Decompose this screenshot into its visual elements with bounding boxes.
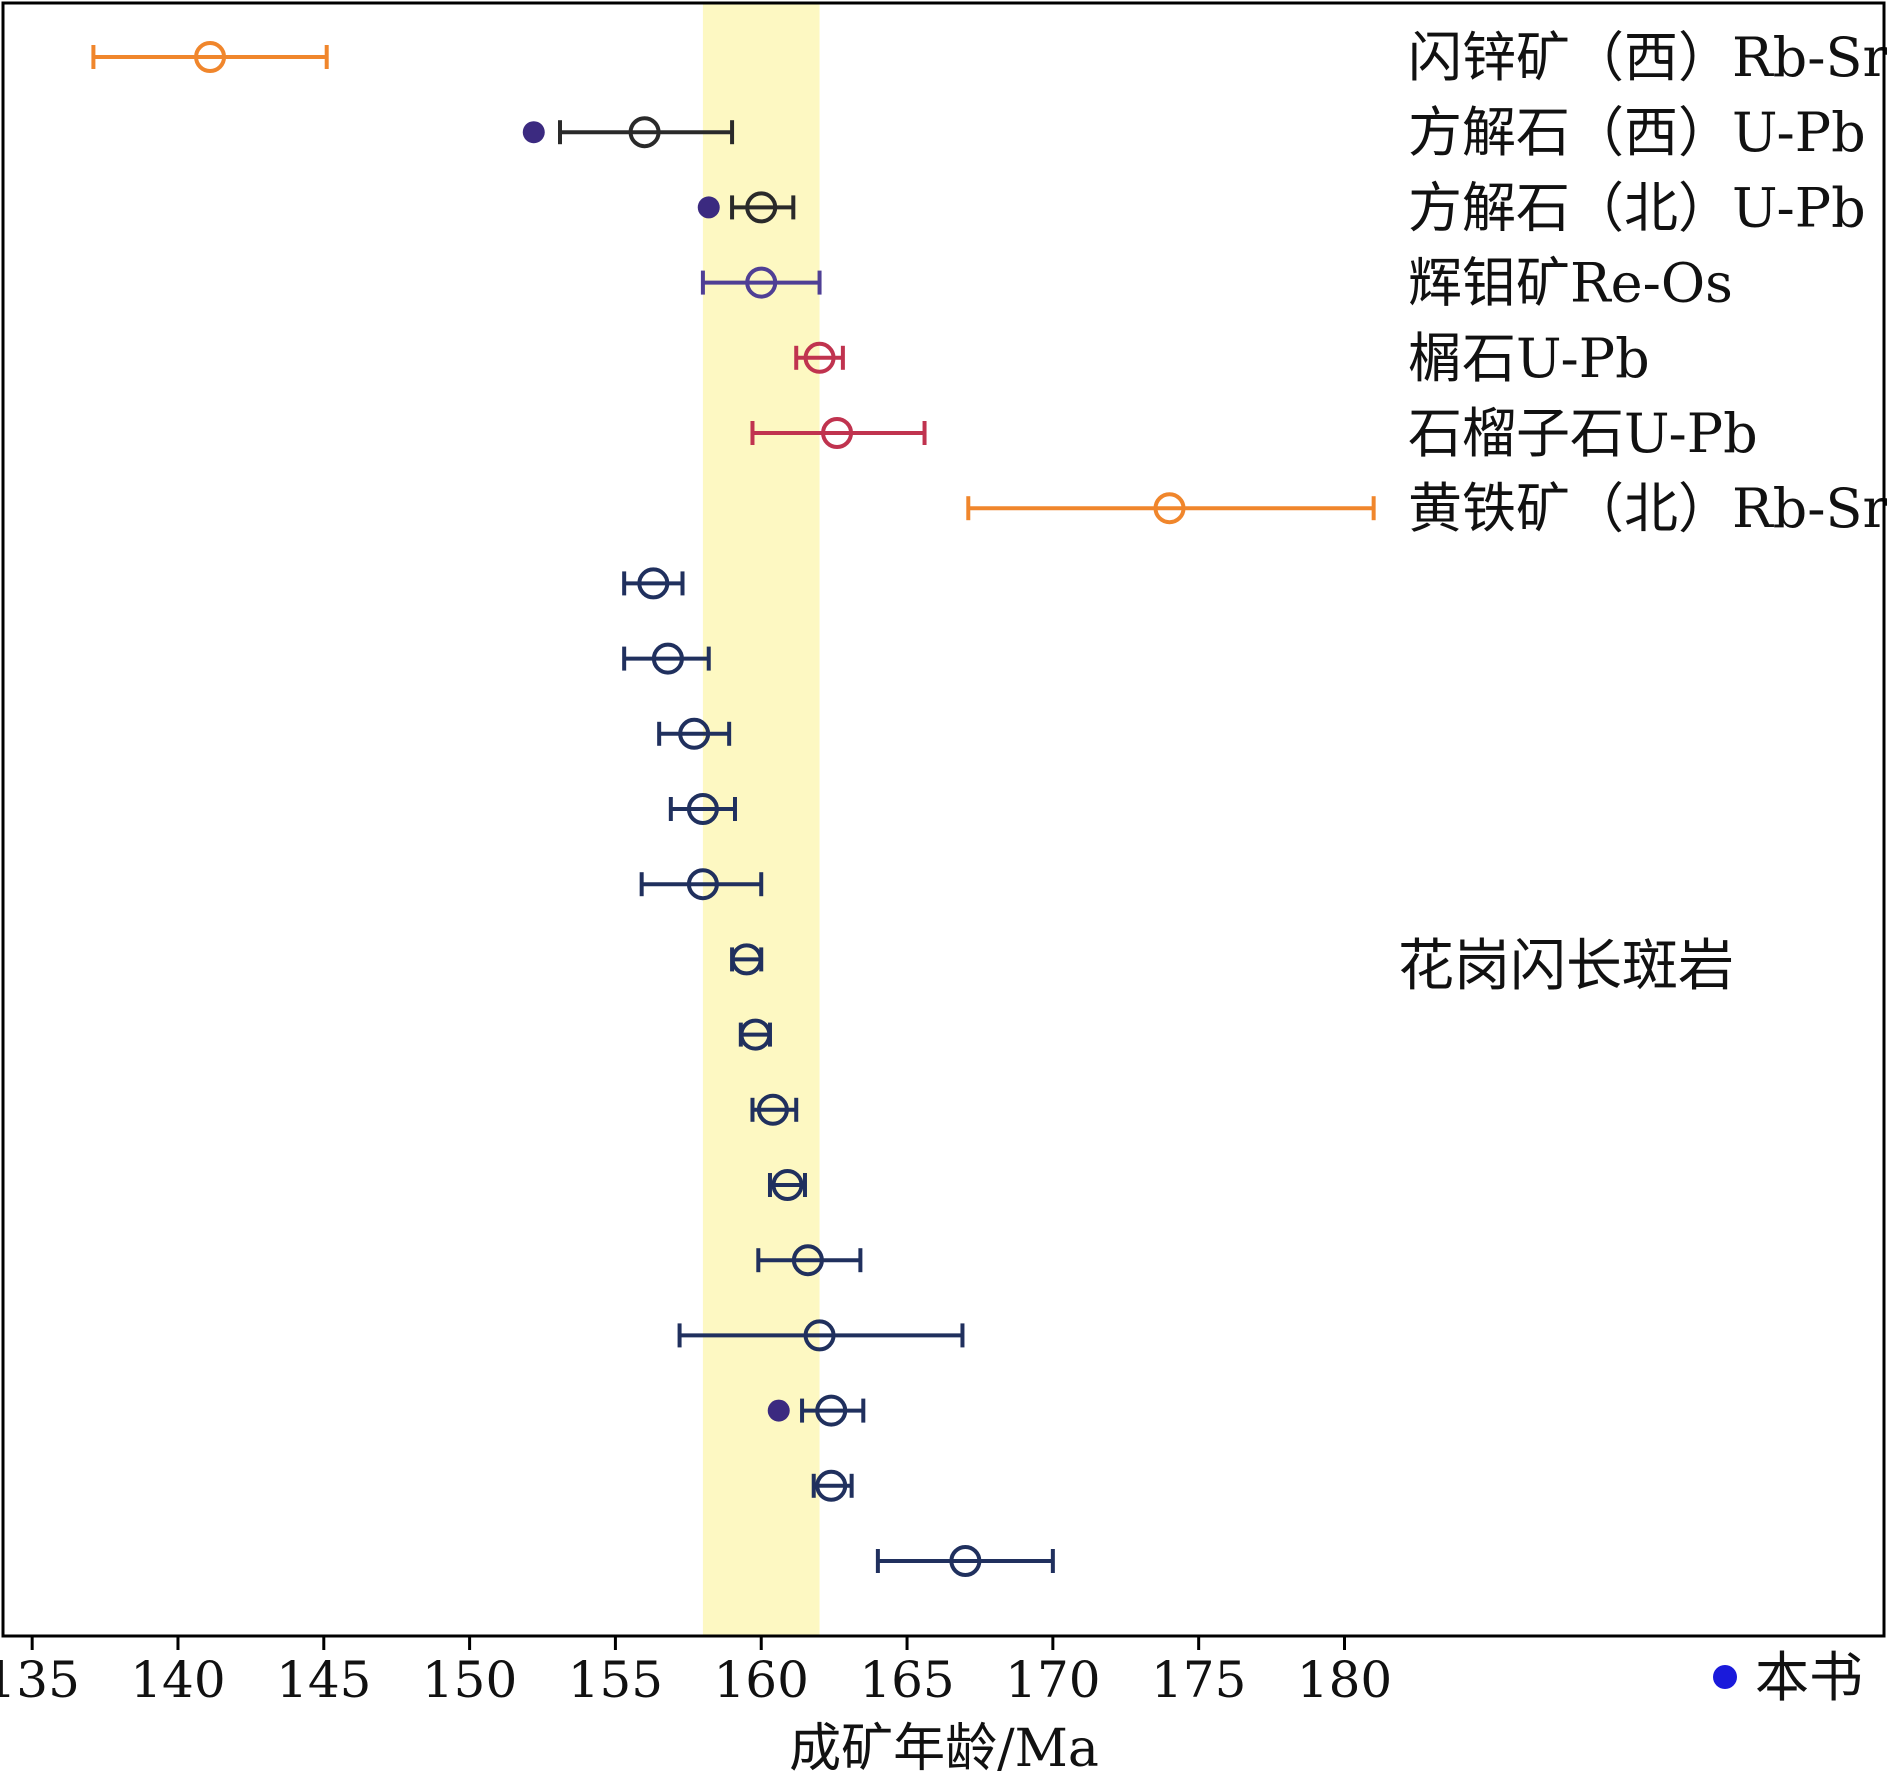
this-book-marker bbox=[767, 1399, 790, 1422]
data-point bbox=[756, 1244, 863, 1277]
series-label: 闪锌矿（西）Rb-Sr bbox=[1408, 26, 1887, 89]
data-point bbox=[811, 1469, 854, 1502]
legend-label: 本书 bbox=[1755, 1646, 1863, 1709]
data-point bbox=[700, 266, 822, 299]
age-marker bbox=[949, 1545, 982, 1577]
age-marker bbox=[628, 116, 661, 149]
plot-frame bbox=[1, 1, 1886, 1638]
x-tick-label: 180 bbox=[1297, 1651, 1392, 1709]
data-point bbox=[767, 1394, 866, 1427]
age-marker bbox=[739, 1018, 772, 1051]
x-tick-label: 165 bbox=[859, 1651, 954, 1709]
series-label: 黄铁矿（北）Rb-Sr bbox=[1408, 477, 1887, 540]
this-book-marker bbox=[522, 121, 545, 144]
age-marker bbox=[803, 341, 836, 374]
legend: 本书 bbox=[1713, 1646, 1863, 1709]
series-label: 方解石（西）U-Pb bbox=[1408, 101, 1866, 164]
labels-layer: 闪锌矿（西）Rb-Sr 方解石（西）U-Pb 方解石（北）U-Pb 辉钼矿Re-Os 榍… bbox=[1408, 26, 1887, 540]
data-point bbox=[657, 717, 732, 750]
age-marker bbox=[1153, 492, 1186, 525]
data-point bbox=[767, 1169, 807, 1201]
age-marker bbox=[745, 266, 778, 299]
age-marker bbox=[791, 1244, 824, 1277]
age-marker bbox=[821, 417, 854, 449]
data-point bbox=[738, 1018, 772, 1051]
age-marker bbox=[815, 1469, 848, 1502]
x-tick-label: 135 bbox=[0, 1651, 80, 1709]
age-marker bbox=[686, 793, 719, 825]
data-point bbox=[622, 642, 711, 675]
x-tick-label: 150 bbox=[422, 1651, 517, 1709]
x-tick-label: 140 bbox=[130, 1651, 225, 1709]
age-marker bbox=[745, 191, 778, 224]
series-label: 方解石（北）U-Pb bbox=[1408, 176, 1866, 239]
x-tick-label: 155 bbox=[568, 1651, 663, 1709]
age-marker bbox=[678, 717, 711, 750]
x-tick-label: 175 bbox=[1151, 1651, 1246, 1709]
annotation-label: 花岗闪长斑岩 bbox=[1398, 934, 1734, 999]
data-point bbox=[730, 943, 764, 976]
age-marker bbox=[686, 868, 719, 901]
points-layer bbox=[91, 41, 1376, 1577]
age-marker bbox=[194, 41, 227, 73]
series-label: 石榴子石U-Pb bbox=[1408, 402, 1758, 465]
data-point bbox=[750, 417, 927, 449]
data-point bbox=[668, 793, 737, 825]
highlight-band bbox=[702, 3, 820, 1636]
age-marker bbox=[756, 1093, 789, 1126]
series-label: 榍石U-Pb bbox=[1408, 327, 1650, 390]
age-marker bbox=[651, 642, 684, 675]
age-marker bbox=[815, 1394, 848, 1427]
age-marker bbox=[637, 567, 670, 600]
x-axis-title: 成矿年龄/Ma bbox=[789, 1719, 1099, 1774]
data-point bbox=[91, 41, 329, 73]
data-point bbox=[697, 191, 796, 224]
age-marker bbox=[803, 1319, 836, 1352]
series-label: 辉钼矿Re-Os bbox=[1408, 252, 1733, 315]
age-marker bbox=[771, 1169, 804, 1201]
this-book-marker bbox=[697, 196, 720, 219]
data-point bbox=[522, 116, 735, 149]
data-point bbox=[966, 492, 1376, 525]
legend-marker bbox=[1713, 1665, 1737, 1689]
data-point bbox=[875, 1545, 1055, 1577]
x-tick-label: 145 bbox=[276, 1651, 371, 1709]
data-point bbox=[639, 868, 764, 901]
x-axis: 135 140 145 150 155 160 165 170 175 180 bbox=[0, 1636, 1392, 1709]
data-point bbox=[750, 1093, 799, 1126]
data-point bbox=[622, 567, 685, 600]
data-point bbox=[794, 341, 845, 374]
x-tick-label: 170 bbox=[1005, 1651, 1100, 1709]
age-marker bbox=[730, 943, 763, 976]
x-tick-label: 160 bbox=[714, 1651, 809, 1709]
data-point bbox=[677, 1319, 965, 1352]
